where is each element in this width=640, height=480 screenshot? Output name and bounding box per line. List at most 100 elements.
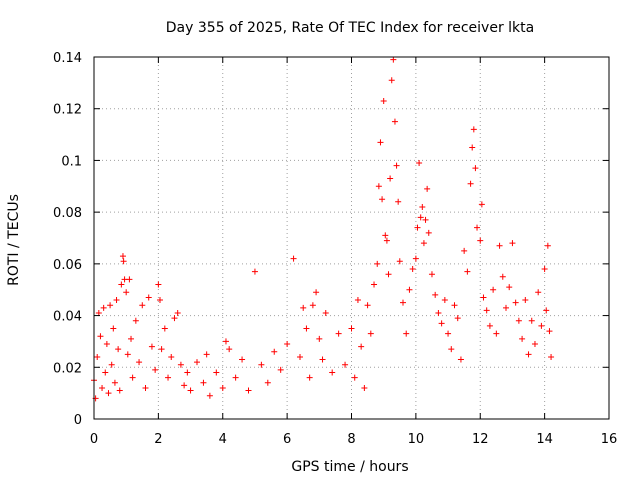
data-point-marker	[161, 325, 168, 332]
data-point-marker	[548, 353, 555, 360]
data-point-marker	[116, 387, 123, 394]
data-point-marker	[425, 229, 432, 236]
x-axis-label: GPS time / hours	[291, 459, 408, 475]
data-point-marker	[478, 201, 485, 208]
data-point-marker	[95, 309, 102, 316]
data-point-marker	[543, 307, 550, 314]
data-point-marker	[522, 297, 529, 304]
data-point-marker	[387, 175, 394, 182]
data-point-marker	[380, 97, 387, 104]
data-point-marker	[306, 374, 313, 381]
data-point-marker	[97, 333, 104, 340]
data-point-marker	[441, 297, 448, 304]
data-point-marker	[126, 276, 133, 283]
data-point-marker	[361, 384, 368, 391]
y-tick-label: 0.1	[61, 154, 82, 169]
data-point-marker	[271, 348, 278, 355]
data-point-marker	[448, 346, 455, 353]
data-point-marker	[142, 384, 149, 391]
data-point-marker	[132, 317, 139, 324]
data-point-marker	[129, 374, 136, 381]
y-tick-label: 0.04	[53, 310, 82, 325]
x-tick-label: 14	[536, 432, 553, 447]
data-point-marker	[108, 361, 115, 368]
data-point-marker	[184, 369, 191, 376]
data-point-marker	[493, 330, 500, 337]
data-point-marker	[375, 183, 382, 190]
data-point-marker	[461, 247, 468, 254]
y-axis-ticks: 0 0.02 0.04 0.06 0.08 0.1 0.12 0.14	[53, 51, 609, 428]
data-point-marker	[432, 291, 439, 298]
data-point-marker	[377, 139, 384, 146]
data-point-marker	[503, 304, 509, 311]
data-point-marker	[509, 240, 516, 247]
data-point-marker	[251, 268, 258, 275]
data-point-marker	[245, 387, 252, 394]
data-point-marker	[382, 232, 389, 239]
data-point-marker	[364, 302, 371, 309]
data-point-marker	[512, 299, 519, 306]
chart-title: Day 355 of 2025, Rate Of TEC Index for r…	[166, 20, 534, 36]
data-point-marker	[395, 198, 402, 205]
data-point-marker	[424, 185, 431, 192]
data-point-marker	[538, 322, 545, 329]
data-point-marker	[472, 165, 479, 172]
data-point-marker	[420, 240, 427, 247]
data-point-marker	[194, 359, 200, 366]
data-point-marker	[113, 297, 120, 304]
data-point-marker	[477, 237, 484, 244]
data-point-marker	[264, 379, 271, 386]
data-point-marker	[200, 379, 207, 386]
data-point-marker	[454, 315, 461, 322]
data-point-marker	[391, 118, 398, 125]
data-point-marker	[155, 281, 162, 288]
data-point-marker	[168, 353, 175, 360]
data-point-marker	[322, 309, 329, 316]
data-point-marker	[371, 281, 378, 288]
data-point-marker	[206, 392, 213, 399]
data-point-marker	[342, 361, 349, 368]
data-point-marker	[303, 325, 310, 332]
data-point-marker	[145, 294, 152, 301]
x-tick-label: 0	[90, 432, 98, 447]
data-point-marker	[124, 351, 131, 358]
data-point-marker	[544, 242, 551, 249]
data-point-marker	[519, 335, 526, 342]
data-point-marker	[464, 268, 471, 275]
data-point-marker	[483, 307, 490, 314]
y-tick-label: 0.06	[53, 258, 82, 273]
data-point-marker	[390, 56, 397, 63]
data-point-marker	[406, 286, 413, 293]
data-point-marker	[107, 302, 114, 309]
data-point-marker	[99, 384, 106, 391]
data-point-marker	[525, 351, 532, 358]
data-point-marker	[313, 289, 320, 296]
y-tick-label: 0.02	[53, 361, 82, 376]
x-tick-label: 16	[601, 432, 618, 447]
data-point-marker	[139, 302, 146, 309]
data-point-marker	[490, 286, 497, 293]
data-point-marker	[329, 369, 336, 376]
data-point-marker	[496, 242, 503, 249]
grid-lines	[94, 57, 609, 419]
data-point-marker	[438, 320, 445, 327]
data-point-marker	[416, 160, 423, 167]
y-tick-label: 0.12	[53, 103, 82, 118]
data-point-marker	[232, 374, 239, 381]
data-point-marker	[385, 271, 392, 278]
data-point-marker	[171, 315, 178, 322]
data-point-marker	[400, 299, 406, 306]
data-point-marker	[499, 273, 506, 280]
data-point-marker	[388, 77, 395, 84]
y-axis-label: ROTI / TECUs	[6, 194, 22, 286]
data-point-marker	[409, 266, 416, 273]
data-point-marker	[226, 346, 233, 353]
x-tick-label: 2	[154, 432, 162, 447]
data-points	[91, 56, 555, 402]
data-point-marker	[300, 304, 307, 311]
data-point-marker	[535, 289, 542, 296]
data-point-marker	[335, 330, 342, 337]
data-point-marker	[379, 196, 386, 203]
data-point-marker	[105, 390, 112, 397]
data-point-marker	[422, 216, 429, 223]
